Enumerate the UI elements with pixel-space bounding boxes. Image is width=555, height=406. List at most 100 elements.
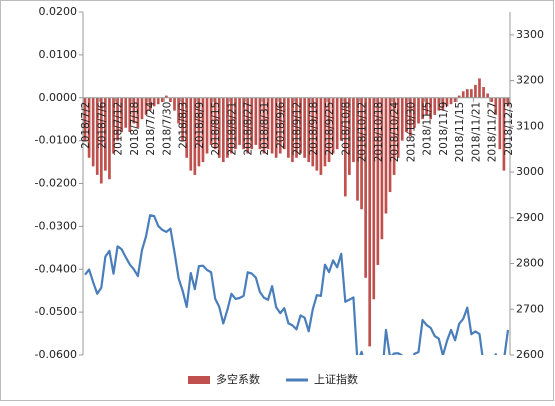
y-tick-label: -0.0300 [35, 219, 77, 232]
bar [339, 97, 343, 141]
x-tick-label: 2018/10/30 [405, 102, 417, 163]
bar [433, 97, 437, 115]
bar [136, 97, 140, 128]
bar [291, 97, 294, 163]
bar [140, 97, 144, 120]
x-tick-label: 2018/7/18 [129, 102, 141, 156]
bar [185, 97, 189, 158]
bar [429, 97, 433, 120]
y-tick-label: -0.0200 [35, 177, 77, 190]
bar [152, 97, 156, 107]
bar [274, 97, 278, 158]
x-tick-label: 2018/7/24 [145, 101, 157, 155]
bar [364, 97, 367, 278]
bar [177, 97, 180, 124]
bar [116, 97, 119, 141]
bar [490, 97, 494, 103]
bar [104, 97, 107, 171]
bar [197, 97, 201, 167]
legend-swatch [188, 376, 210, 384]
y2-tick-label: 3000 [516, 165, 544, 178]
bar [278, 97, 282, 154]
bar [295, 97, 298, 158]
bar [307, 97, 311, 163]
x-tick-label: 2018/8/9 [194, 102, 206, 149]
bar [132, 97, 136, 124]
bar [384, 97, 388, 214]
x-tick-label: 2018/12/3 [503, 102, 515, 156]
bar [287, 97, 290, 158]
bar [311, 97, 315, 167]
bar [319, 97, 323, 175]
bar [372, 97, 376, 300]
bar [352, 97, 355, 163]
bar [465, 89, 469, 98]
bar [388, 97, 392, 193]
y-tick-label: -0.0100 [35, 134, 77, 147]
bar [343, 97, 347, 197]
bar [221, 97, 225, 163]
bar [413, 97, 416, 128]
x-tick-label: 2018/9/18 [308, 102, 320, 156]
x-tick-label: 2018/11/15 [454, 102, 466, 163]
bar [270, 97, 274, 154]
x-tick-label: 2018/10/12 [357, 102, 369, 163]
bar [315, 97, 319, 171]
y-tick-label: -0.0600 [35, 348, 77, 361]
bar [148, 97, 152, 111]
bar [83, 97, 87, 141]
bar [380, 97, 384, 240]
bar [217, 97, 221, 158]
x-tick-label: 2018/8/21 [226, 102, 238, 156]
bar [404, 97, 408, 133]
bar [226, 97, 229, 158]
bar [266, 97, 270, 150]
bar [209, 97, 213, 145]
bar [376, 97, 380, 265]
bar [108, 97, 111, 180]
bar [400, 97, 404, 141]
y2-tick-label: 3300 [516, 28, 544, 41]
y-tick-label: 0.0000 [39, 91, 78, 104]
y2-tick-label: 2800 [516, 257, 544, 270]
x-tick-label: 2018/9/12 [292, 102, 304, 156]
x-tick-label: 2018/8/31 [259, 102, 271, 156]
bar [189, 97, 193, 171]
bar [242, 97, 245, 150]
bar [258, 97, 262, 150]
x-tick-label: 2018/7/2 [80, 102, 92, 149]
bar [486, 93, 489, 98]
bar [246, 97, 250, 154]
x-tick-label: 2018/11/27 [487, 102, 499, 163]
bar [165, 95, 168, 98]
bar [169, 97, 172, 103]
bar [331, 97, 335, 154]
bar [181, 97, 184, 141]
bar [502, 97, 506, 171]
legend-label: 上证指数 [314, 372, 358, 386]
bar [160, 97, 164, 103]
bar [262, 97, 266, 154]
y-tick-label: 0.0200 [39, 5, 78, 18]
x-tick-label: 2018/11/5 [422, 102, 434, 156]
bar [230, 97, 233, 154]
x-tick-label: 2018/7/6 [96, 101, 108, 148]
bar [425, 97, 428, 115]
bar [201, 97, 205, 163]
bar [213, 97, 217, 150]
x-tick-label: 2018/10/24 [389, 101, 401, 162]
bar [474, 84, 477, 98]
x-tick-label: 2018/9/6 [275, 101, 287, 148]
bar [461, 91, 465, 98]
bar [128, 97, 132, 133]
bar [506, 97, 510, 107]
bar [478, 78, 481, 98]
y2-tick-label: 2600 [516, 348, 544, 361]
x-tick-label: 2018/8/27 [243, 102, 255, 156]
bar [445, 97, 449, 107]
bar [95, 97, 99, 175]
bar [250, 97, 254, 150]
bar [421, 97, 424, 120]
x-tick-label: 2018/11/9 [438, 102, 450, 156]
